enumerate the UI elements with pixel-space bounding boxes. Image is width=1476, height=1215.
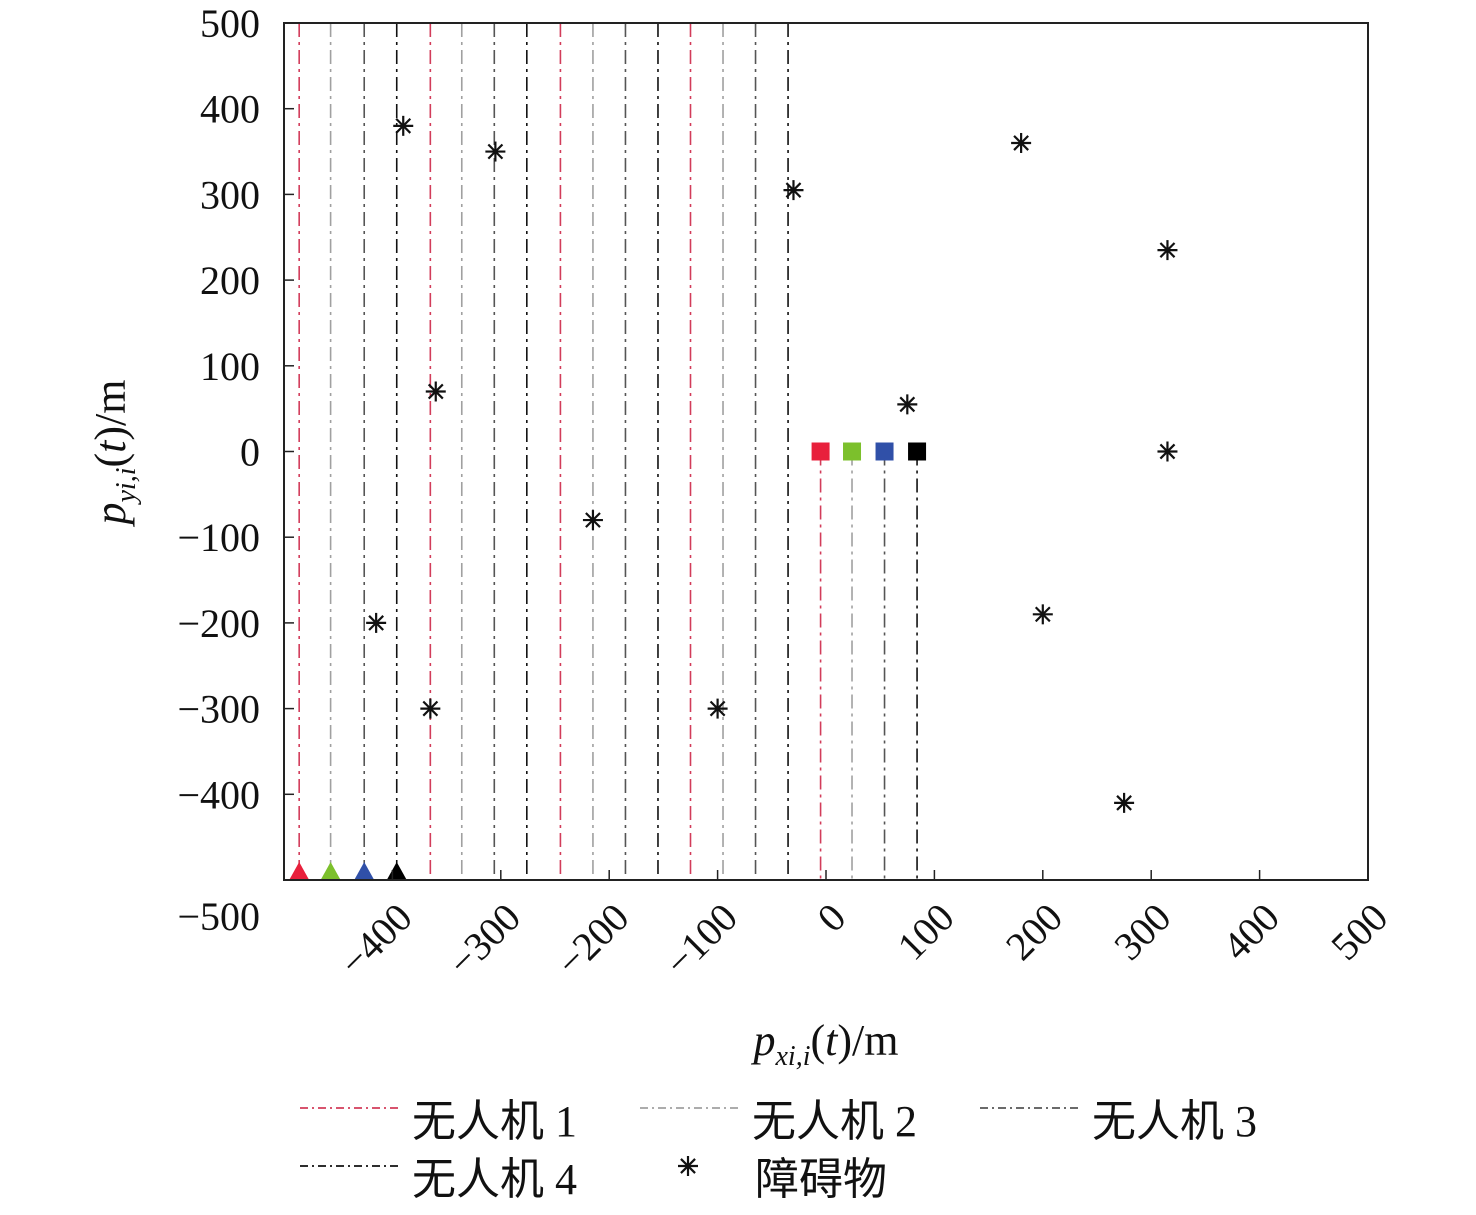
legend-item: 无人机 3 [980,1097,1257,1146]
end-square-marker [875,442,894,461]
x-tick-label: −200 [547,895,637,985]
x-tick-label: 400 [1214,895,1288,969]
y-tick-label: −500 [177,894,260,939]
obstacle-marker [897,394,918,415]
obstacle-marker [366,612,387,633]
x-tick-label: 500 [1322,895,1396,969]
end-square-marker [843,442,862,461]
obstacle-marker [1157,441,1178,462]
obstacle-marker [420,698,441,719]
obstacle-marker [582,510,603,531]
x-axis-label: pxi,i(t)/m [751,1016,899,1072]
y-ticks: 500 400 300 200 100 0 −100 −200 −300 −400 −500 [177,1,294,939]
y-tick-label: −300 [177,687,260,732]
obstacle-marker [1032,604,1053,625]
x-tick-label: 300 [1105,895,1179,969]
legend-label: 无人机 3 [1092,1097,1257,1146]
legend-item: 无人机 4 [300,1155,577,1204]
start-triangle-marker [320,862,341,880]
y-tick-label: −100 [177,515,260,560]
y-tick-label: 300 [200,172,260,217]
y-tick-label: 100 [200,344,260,389]
y-tick-label: −400 [177,772,260,817]
trajectory-lines [298,23,918,880]
y-tick-label: 200 [200,258,260,303]
obstacle-marker [1114,792,1135,813]
y-tick-label: 400 [200,87,260,132]
x-tick-label: 0 [808,895,854,941]
legend-item: 障碍物 [678,1155,887,1204]
y-tick-label: 0 [240,430,260,475]
x-tick-label: 200 [997,895,1071,969]
start-triangle-marker [354,862,375,880]
legend-label: 无人机 1 [412,1097,577,1146]
x-tick-label: −100 [656,895,746,985]
obstacle-marker [783,180,804,201]
legend-obstacle-marker [678,1156,698,1176]
obstacle-marker [425,381,446,402]
x-tick-label: −300 [439,895,529,985]
legend-label: 无人机 4 [412,1155,577,1204]
y-axis-label: pyi,i(t)/m [86,380,142,528]
obstacle-marker [1157,240,1178,261]
legend-item: 无人机 1 [300,1097,577,1146]
legend-label: 无人机 2 [752,1097,917,1146]
end-square-marker [811,442,830,461]
start-triangle-marker [289,862,310,880]
obstacle-marker [485,141,506,162]
x-ticks: −400 −300 −200 −100 0 100 200 300 400 500 [331,870,1396,985]
start-triangle-marker [386,862,407,880]
obstacle-marker [1011,132,1032,153]
legend-label: 障碍物 [755,1155,887,1204]
obstacle-marker [393,115,414,136]
x-tick-label: −400 [331,895,421,985]
y-tick-label: 500 [200,1,260,46]
obstacle-marker [707,698,728,719]
legend: 无人机 1 无人机 2 无人机 3 无人机 4 障碍物 [300,1097,1257,1204]
legend-item: 无人机 2 [640,1097,917,1146]
y-tick-label: −200 [177,601,260,646]
x-tick-label: 100 [889,895,963,969]
end-square-marker [908,442,927,461]
data-marks [289,115,1178,880]
